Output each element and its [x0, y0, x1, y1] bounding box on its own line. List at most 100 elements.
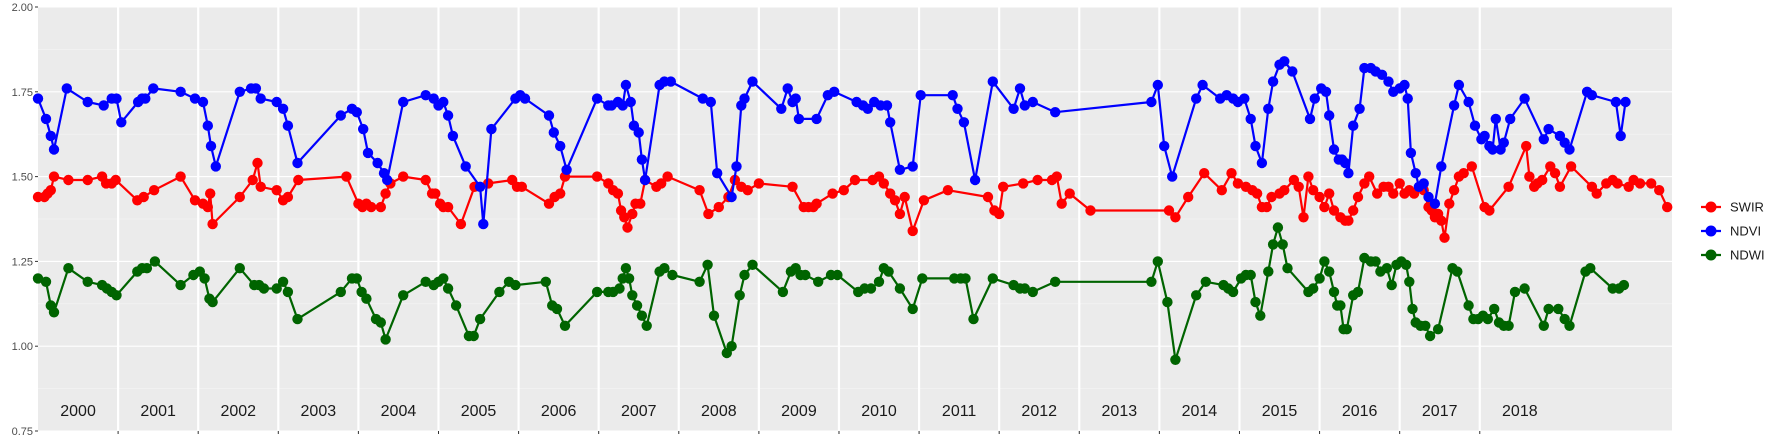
data-point-swir [1324, 188, 1335, 199]
data-point-ndwi [734, 290, 745, 301]
data-point-ndvi [885, 117, 896, 128]
data-point-ndvi [1463, 96, 1474, 108]
year-label: 2016 [1342, 403, 1378, 420]
data-point-swir [1348, 205, 1359, 216]
data-point-ndwi [1335, 300, 1346, 311]
data-point-ndwi [1341, 324, 1353, 335]
data-point-ndvi [271, 96, 282, 108]
data-point-swir [1328, 205, 1340, 216]
data-point-ndvi [1245, 113, 1256, 125]
data-point-ndwi [1162, 296, 1173, 308]
data-point-ndvi [894, 164, 906, 175]
data-point-ndwi [1019, 283, 1030, 294]
data-point-ndwi [1489, 303, 1500, 315]
data-point-ndwi [351, 273, 362, 284]
data-point-ndwi [1400, 259, 1412, 270]
data-point-swir [63, 174, 74, 186]
data-point-ndwi [667, 269, 678, 281]
data-point-swir [1298, 212, 1309, 223]
data-point-ndvi [250, 83, 262, 94]
data-point-ndvi [372, 157, 383, 169]
data-point-ndvi [519, 93, 531, 104]
data-point-ndvi [1167, 171, 1178, 182]
data-point-swir [1372, 188, 1383, 199]
data-point-ndvi [639, 174, 651, 186]
data-point-swir [516, 181, 527, 192]
data-point-ndwi [398, 290, 409, 301]
data-point-ndwi [659, 263, 670, 274]
data-point-ndvi [277, 103, 289, 115]
data-point-swir [619, 212, 630, 223]
data-point-ndvi [793, 113, 805, 125]
data-point-ndvi [358, 123, 369, 135]
data-point-ndvi [617, 100, 628, 111]
data-point-ndwi [1319, 256, 1330, 267]
data-point-ndvi [40, 113, 52, 125]
data-point-ndvi [234, 86, 245, 98]
data-point-ndvi [474, 181, 486, 192]
data-point-ndvi [1405, 147, 1417, 159]
data-point-ndwi [1404, 276, 1415, 287]
data-point-ndwi [141, 263, 153, 274]
data-point-swir [442, 201, 454, 213]
data-point-swir [1388, 188, 1399, 199]
data-point-ndwi [627, 290, 638, 301]
data-point-swir [1199, 168, 1210, 179]
data-point-ndvi [205, 140, 217, 152]
data-point-ndvi [1402, 93, 1413, 104]
data-point-ndvi [1320, 86, 1332, 98]
data-point-ndvi [447, 130, 459, 142]
data-point-ndvi [697, 93, 708, 104]
data-point-swir [703, 208, 714, 220]
data-point-ndwi [277, 276, 289, 287]
data-point-swir [827, 188, 838, 199]
year-label: 2010 [861, 403, 897, 420]
data-point-ndwi [708, 310, 720, 321]
data-point-ndvi [292, 157, 303, 169]
year-label: 2004 [381, 403, 417, 420]
data-point-swir [1251, 188, 1263, 199]
data-point-ndvi [45, 130, 56, 142]
year-label: 2003 [301, 403, 337, 420]
data-point-ndvi [907, 161, 918, 172]
data-point-ndwi [1282, 263, 1293, 274]
data-point-ndwi [450, 300, 462, 311]
data-point-swir [627, 208, 638, 220]
data-point-swir [899, 191, 910, 203]
data-point-ndvi [1487, 144, 1498, 155]
series-layer [32, 56, 1673, 365]
data-point-ndvi [958, 117, 970, 128]
data-point-ndvi [335, 110, 346, 121]
series-ndvi [32, 56, 1631, 230]
data-point-ndvi [175, 86, 186, 98]
data-point-swir [175, 171, 186, 182]
data-point-swir [380, 188, 391, 199]
data-point-swir [1466, 161, 1478, 172]
data-point-ndvi [1538, 134, 1550, 145]
y-tick-label: 1.25 [12, 256, 33, 268]
data-point-ndvi [1519, 93, 1530, 104]
data-point-ndvi [739, 93, 750, 104]
data-point-ndvi [881, 100, 893, 111]
data-point-ndwi [1308, 283, 1319, 294]
data-point-ndvi [442, 110, 454, 121]
data-point-swir [1654, 185, 1665, 196]
data-point-ndvi [952, 103, 963, 115]
data-point-swir [1163, 205, 1175, 216]
data-point-ndvi [111, 93, 122, 104]
data-point-swir [998, 181, 1009, 192]
data-point-ndvi [731, 161, 742, 172]
data-point-ndwi [199, 273, 210, 284]
data-point-ndwi [1407, 303, 1418, 315]
data-point-ndwi [1463, 300, 1474, 311]
data-point-ndvi [1453, 79, 1465, 91]
year-label: 2018 [1502, 403, 1538, 420]
data-point-ndwi [1519, 283, 1530, 294]
year-labels: 2000 2001 2002 2003 2004 2005 2006 2007 2008 2009… [60, 403, 1537, 420]
data-point-swir [694, 185, 705, 196]
data-point-swir [1484, 205, 1495, 216]
data-point-ndvi [548, 127, 559, 138]
data-point-ndvi [202, 120, 213, 131]
data-point-swir [293, 174, 304, 186]
legend-key-marker [1705, 249, 1717, 261]
